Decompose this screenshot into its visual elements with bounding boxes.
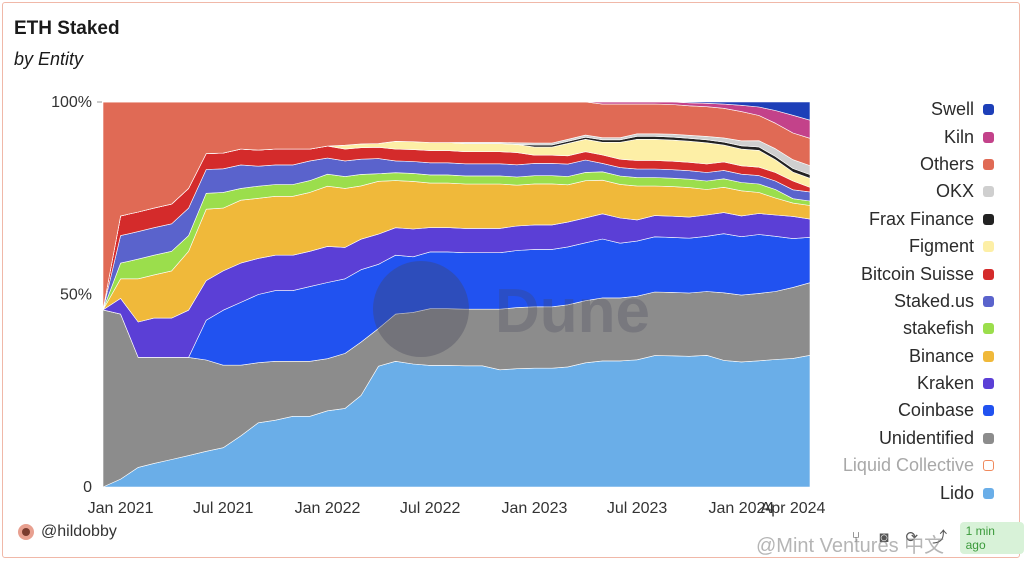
legend-label: Figment	[908, 236, 974, 257]
legend-item[interactable]: Binance	[843, 343, 994, 370]
legend-swatch	[983, 378, 994, 390]
legend-label: Bitcoin Suisse	[860, 263, 974, 284]
legend-label: OKX	[935, 181, 974, 202]
x-tick-label: Jan 2021	[88, 500, 154, 517]
legend-label: Unidentified	[878, 427, 974, 448]
legend-swatch	[983, 131, 994, 143]
legend-swatch	[983, 323, 994, 335]
fork-icon[interactable]: ⑂	[851, 529, 861, 546]
share-icon[interactable]: ⤴	[932, 529, 948, 546]
area-swell	[102, 101, 811, 121]
legend-swatch	[983, 432, 994, 444]
chart-subtitle: by Entity	[14, 49, 84, 69]
y-tick-label: 0	[83, 479, 92, 496]
chart-title: ETH Staked	[14, 18, 120, 39]
legend-item[interactable]: Lido	[843, 479, 994, 506]
legend-item[interactable]: stakefish	[843, 315, 994, 342]
legend-item[interactable]: Bitcoin Suisse	[843, 260, 994, 287]
legend-swatch	[983, 350, 994, 362]
x-tick-label: Jul 2022	[400, 500, 461, 517]
x-tick-label: Apr 2024	[761, 500, 826, 517]
legend-label: Kraken	[916, 373, 974, 394]
y-tick-label: 100%	[51, 94, 92, 111]
legend-item[interactable]: OKX	[843, 178, 994, 205]
legend-swatch	[983, 241, 994, 253]
x-tick-label: Jul 2023	[607, 500, 668, 517]
legend-label: Liquid Collective	[842, 455, 974, 476]
legend-item[interactable]: Staked.us	[843, 288, 994, 315]
legend-swatch	[983, 460, 994, 472]
legend-item[interactable]: Unidentified	[843, 425, 994, 452]
x-tick-label: Jan 2023	[502, 500, 568, 517]
legend-item[interactable]: Kiln	[843, 123, 994, 150]
legend-item[interactable]: Others	[843, 151, 994, 178]
source-watermark: @Mint Ventures 中文	[756, 535, 945, 557]
legend-swatch	[983, 104, 994, 116]
legend-item[interactable]: Swell	[843, 96, 994, 123]
legend-item[interactable]: Coinbase	[843, 397, 994, 424]
dune-logo-watermark	[373, 261, 469, 357]
legend-swatch	[983, 213, 994, 225]
legend-label: Others	[919, 153, 974, 174]
legend-swatch	[983, 405, 994, 417]
legend-label: Staked.us	[893, 290, 974, 311]
x-tick-label: Jan 2024	[708, 500, 774, 517]
x-tick-label: Jul 2021	[193, 500, 254, 517]
legend-item[interactable]: Figment	[843, 233, 994, 260]
chart-legend: Swell Kiln Others OKX Frax Finance Figment Bit…	[843, 96, 994, 507]
dune-watermark-text: Dune	[495, 277, 650, 346]
legend-item[interactable]: Liquid Collective	[843, 452, 994, 479]
legend-swatch	[983, 295, 994, 307]
footer-toolbar: ⑂ ◙ ⟳ ⤴ 1 min ago	[848, 522, 1024, 554]
y-tick-label: 50%	[60, 287, 92, 304]
camera-icon[interactable]: ◙	[879, 529, 889, 546]
legend-swatch	[983, 158, 994, 170]
legend-label: Lido	[939, 482, 974, 503]
refresh-icon[interactable]: ⟳	[905, 529, 919, 546]
legend-swatch	[983, 487, 994, 499]
legend-swatch	[983, 186, 994, 198]
legend-label: Swell	[930, 99, 974, 120]
legend-item[interactable]: Frax Finance	[843, 206, 994, 233]
updated-badge: 1 min ago	[959, 522, 1024, 554]
author[interactable]: @hildobby	[18, 523, 117, 541]
legend-label: Coinbase	[897, 400, 974, 421]
legend-label: Kiln	[943, 126, 974, 147]
x-tick-label: Jan 2022	[295, 500, 361, 517]
legend-label: Frax Finance	[868, 208, 974, 229]
legend-label: Binance	[908, 345, 974, 366]
avatar	[18, 524, 34, 540]
author-name: @hildobby	[41, 523, 117, 540]
legend-swatch	[983, 268, 994, 280]
legend-label: stakefish	[902, 318, 974, 339]
legend-item[interactable]: Kraken	[843, 370, 994, 397]
